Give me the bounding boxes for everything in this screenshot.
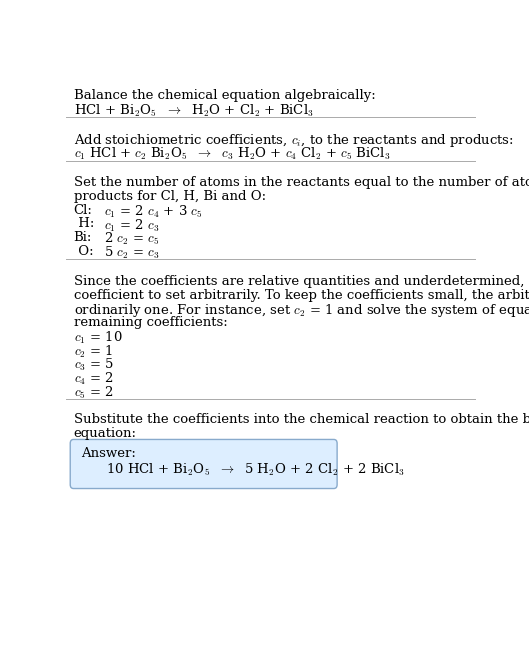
Text: ordinarily one. For instance, set $c_2$ = 1 and solve the system of equations fo: ordinarily one. For instance, set $c_2$ … <box>74 302 529 320</box>
Text: equation:: equation: <box>74 427 136 440</box>
Text: Since the coefficients are relative quantities and underdetermined, choose a: Since the coefficients are relative quan… <box>74 275 529 288</box>
Text: $c_3$ = 5: $c_3$ = 5 <box>74 357 114 373</box>
Text: products for Cl, H, Bi and O:: products for Cl, H, Bi and O: <box>74 190 266 203</box>
Text: 5 $c_2$ = $c_3$: 5 $c_2$ = $c_3$ <box>104 245 160 261</box>
Text: $c_1$ = 2 $c_4$ + 3 $c_5$: $c_1$ = 2 $c_4$ + 3 $c_5$ <box>104 204 203 220</box>
Text: $c_1$ HCl + $c_2$ Bi$_2$O$_5$  $\rightarrow$  $c_3$ H$_2$O + $c_4$ Cl$_2$ + $c_5: $c_1$ HCl + $c_2$ Bi$_2$O$_5$ $\rightarr… <box>74 146 390 162</box>
Text: $c_5$ = 2: $c_5$ = 2 <box>74 384 113 400</box>
Text: $c_1$ = 2 $c_3$: $c_1$ = 2 $c_3$ <box>104 217 160 234</box>
Text: 2 $c_2$ = $c_5$: 2 $c_2$ = $c_5$ <box>104 231 159 247</box>
Text: Set the number of atoms in the reactants equal to the number of atoms in the: Set the number of atoms in the reactants… <box>74 176 529 190</box>
Text: $c_4$ = 2: $c_4$ = 2 <box>74 371 113 387</box>
Text: Cl:: Cl: <box>74 204 93 217</box>
Text: Add stoichiometric coefficients, $c_i$, to the reactants and products:: Add stoichiometric coefficients, $c_i$, … <box>74 133 514 149</box>
Text: H:: H: <box>74 217 94 230</box>
Text: Bi:: Bi: <box>74 231 92 244</box>
Text: remaining coefficients:: remaining coefficients: <box>74 316 227 329</box>
Text: HCl + Bi$_2$O$_5$  $\rightarrow$  H$_2$O + Cl$_2$ + BiCl$_3$: HCl + Bi$_2$O$_5$ $\rightarrow$ H$_2$O +… <box>74 102 314 118</box>
Text: O:: O: <box>74 245 93 258</box>
Text: $c_1$ = 10: $c_1$ = 10 <box>74 330 122 346</box>
Text: Balance the chemical equation algebraically:: Balance the chemical equation algebraica… <box>74 89 375 102</box>
Text: $c_2$ = 1: $c_2$ = 1 <box>74 344 113 360</box>
FancyBboxPatch shape <box>70 439 337 488</box>
Text: coefficient to set arbitrarily. To keep the coefficients small, the arbitrary va: coefficient to set arbitrarily. To keep … <box>74 289 529 302</box>
Text: 10 HCl + Bi$_2$O$_5$  $\rightarrow$  5 H$_2$O + 2 Cl$_2$ + 2 BiCl$_3$: 10 HCl + Bi$_2$O$_5$ $\rightarrow$ 5 H$_… <box>106 462 406 478</box>
Text: Substitute the coefficients into the chemical reaction to obtain the balanced: Substitute the coefficients into the che… <box>74 413 529 426</box>
Text: Answer:: Answer: <box>81 447 136 460</box>
